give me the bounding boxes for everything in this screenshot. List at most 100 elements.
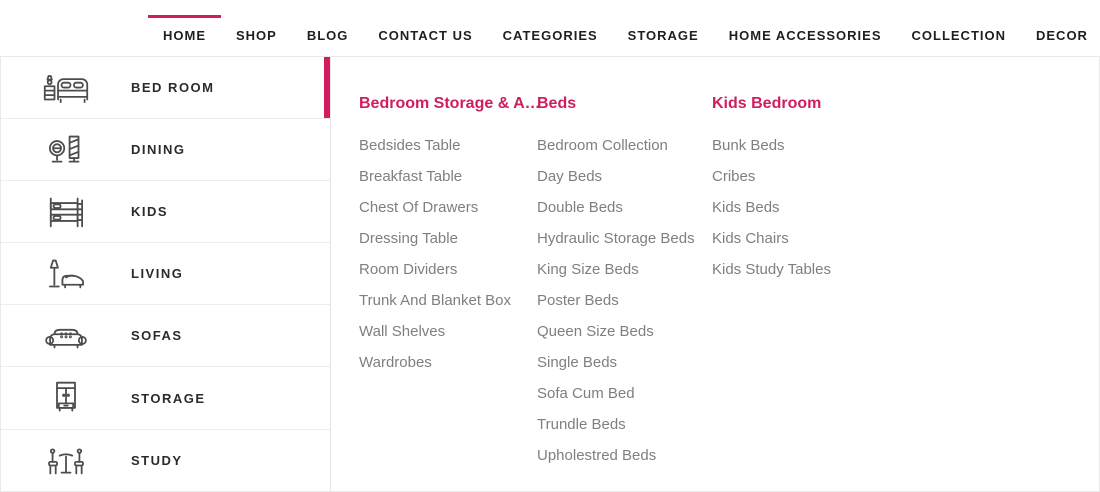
nav-link-home-accessories[interactable]: HOME ACCESSORIES [728, 28, 882, 43]
lamp-chaise-icon [36, 257, 96, 291]
menu-link-breakfast-table[interactable]: Breakfast Table [359, 168, 463, 185]
sidebar-item-label: DINING [131, 142, 186, 158]
menu-link-wall-shelves[interactable]: Wall Shelves [359, 323, 446, 340]
menu-item: Dressing Table [359, 229, 537, 248]
menu-link-trunk-and-blanket-box[interactable]: Trunk And Blanket Box [359, 292, 512, 309]
menu-item: Day Beds [537, 167, 712, 186]
nav-link-contact-us[interactable]: CONTACT US [378, 28, 473, 43]
nav-item-categories: CATEGORIES [488, 15, 613, 54]
nav-item-home: HOME [148, 15, 221, 54]
nav-item-storage: STORAGE [613, 15, 714, 54]
sidebar-item-study[interactable]: STUDY [1, 430, 330, 492]
top-nav: HOME SHOP BLOG CONTACT US CATEGORIES STO… [0, 0, 1100, 57]
sidebar-item-dining[interactable]: DINING [1, 119, 330, 182]
menu-item: Chest Of Drawers [359, 198, 537, 217]
nav-link-storage[interactable]: STORAGE [627, 28, 699, 43]
nav-link-blog[interactable]: BLOG [306, 28, 349, 43]
menu-link-list: Bedroom Collection Day Beds Double Beds … [537, 136, 712, 465]
menu-link-cribes[interactable]: Cribes [712, 168, 756, 185]
column-title-bedroom-storage[interactable]: Bedroom Storage & A… [359, 95, 541, 112]
menu-link-hydraulic-storage-beds[interactable]: Hydraulic Storage Beds [537, 230, 695, 247]
nav-item-contact-us: CONTACT US [363, 15, 487, 54]
bunk-bed-icon [36, 195, 96, 229]
menu-item: Poster Beds [537, 291, 712, 310]
column-title-beds[interactable]: Beds [537, 95, 577, 112]
sidebar-item-sofas[interactable]: SOFAS [1, 305, 330, 368]
sidebar-item-label: KIDS [131, 204, 169, 220]
menu-item: Kids Chairs [712, 229, 831, 248]
menu-link-double-beds[interactable]: Double Beds [537, 199, 623, 216]
menu-item: Wall Shelves [359, 322, 537, 341]
menu-item: Trunk And Blanket Box [359, 291, 537, 310]
nav-item-collection: COLLECTION [897, 15, 1022, 54]
sidebar-item-label: SOFAS [131, 328, 183, 344]
menu-link-bunk-beds[interactable]: Bunk Beds [712, 137, 785, 154]
top-nav-list: HOME SHOP BLOG CONTACT US CATEGORIES STO… [148, 15, 1100, 54]
menu-item: Kids Study Tables [712, 260, 831, 279]
menu-link-poster-beds[interactable]: Poster Beds [537, 292, 619, 309]
menu-link-room-dividers[interactable]: Room Dividers [359, 261, 458, 278]
menu-item: Upholestred Beds [537, 446, 712, 465]
category-sidebar: BED ROOM DINING [1, 57, 331, 491]
nav-link-categories[interactable]: CATEGORIES [502, 28, 598, 43]
menu-link-chest-of-drawers[interactable]: Chest Of Drawers [359, 199, 479, 216]
wardrobe-icon [36, 380, 96, 416]
menu-link-kids-study-tables[interactable]: Kids Study Tables [712, 261, 831, 278]
nav-link-shop[interactable]: SHOP [236, 28, 277, 43]
menu-column-kids-bedroom: Kids Bedroom Bunk Beds Cribes Kids Beds … [712, 93, 831, 291]
menu-item: Bedsides Table [359, 136, 537, 155]
menu-item: Bedroom Collection [537, 136, 712, 155]
menu-item: King Size Beds [537, 260, 712, 279]
sidebar-item-label: BED ROOM [131, 80, 215, 96]
sidebar-item-kids[interactable]: KIDS [1, 181, 330, 244]
column-title-kids-bedroom[interactable]: Kids Bedroom [712, 95, 822, 112]
menu-item: Single Beds [537, 353, 712, 372]
menu-link-bedroom-collection[interactable]: Bedroom Collection [537, 137, 668, 154]
menu-link-bedsides-table[interactable]: Bedsides Table [359, 137, 461, 154]
nav-item-shop: SHOP [221, 15, 292, 54]
sidebar-item-storage[interactable]: STORAGE [1, 367, 330, 430]
dining-icon [36, 133, 96, 167]
desk-chairs-icon [36, 444, 96, 478]
sidebar-item-label: LIVING [131, 266, 184, 282]
nav-link-decor[interactable]: DECOR [1036, 28, 1088, 43]
nav-item-decor: DECOR [1021, 15, 1100, 54]
menu-item: Hydraulic Storage Beds [537, 229, 712, 248]
menu-item: Room Dividers [359, 260, 537, 279]
menu-item: Sofa Cum Bed [537, 384, 712, 403]
sidebar-item-living[interactable]: LIVING [1, 243, 330, 306]
menu-item: Trundle Beds [537, 415, 712, 434]
sidebar-item-label: STUDY [131, 453, 183, 469]
bed-icon [36, 71, 96, 105]
menu-column-bedroom-storage: Bedroom Storage & A… Bedsides Table Brea… [359, 93, 541, 384]
sidebar-item-bed-room[interactable]: BED ROOM [1, 57, 330, 120]
sidebar-item-label: STORAGE [131, 390, 206, 406]
menu-item: Cribes [712, 167, 831, 186]
nav-link-home[interactable]: HOME [163, 28, 206, 43]
menu-column-beds: Beds Bedroom Collection Day Beds Double … [537, 93, 712, 477]
menu-link-upholestred-beds[interactable]: Upholestred Beds [537, 447, 657, 464]
active-indicator-bar [324, 57, 330, 119]
menu-item: Breakfast Table [359, 167, 537, 186]
menu-link-trundle-beds[interactable]: Trundle Beds [537, 416, 626, 433]
menu-link-list: Bunk Beds Cribes Kids Beds Kids Chairs K… [712, 136, 831, 279]
menu-item: Kids Beds [712, 198, 831, 217]
sofa-icon [36, 320, 96, 352]
menu-item: Bunk Beds [712, 136, 831, 155]
menu-item: Wardrobes [359, 353, 537, 372]
menu-link-day-beds[interactable]: Day Beds [537, 168, 603, 185]
menu-link-kids-beds[interactable]: Kids Beds [712, 199, 780, 216]
menu-link-queen-size-beds[interactable]: Queen Size Beds [537, 323, 654, 340]
nav-item-blog: BLOG [292, 15, 364, 54]
menu-link-kids-chairs[interactable]: Kids Chairs [712, 230, 789, 247]
menu-link-sofa-cum-bed[interactable]: Sofa Cum Bed [537, 385, 635, 402]
menu-link-dressing-table[interactable]: Dressing Table [359, 230, 458, 247]
nav-link-collection[interactable]: COLLECTION [911, 28, 1006, 43]
menu-link-single-beds[interactable]: Single Beds [537, 354, 618, 371]
menu-link-list: Bedsides Table Breakfast Table Chest Of … [359, 136, 537, 372]
menu-link-wardrobes[interactable]: Wardrobes [359, 354, 432, 371]
mega-menu-content: Bedroom Storage & A… Bedsides Table Brea… [331, 57, 1099, 491]
menu-link-king-size-beds[interactable]: King Size Beds [537, 261, 639, 278]
menu-item: Queen Size Beds [537, 322, 712, 341]
mega-menu-panel: BED ROOM DINING [0, 57, 1100, 492]
